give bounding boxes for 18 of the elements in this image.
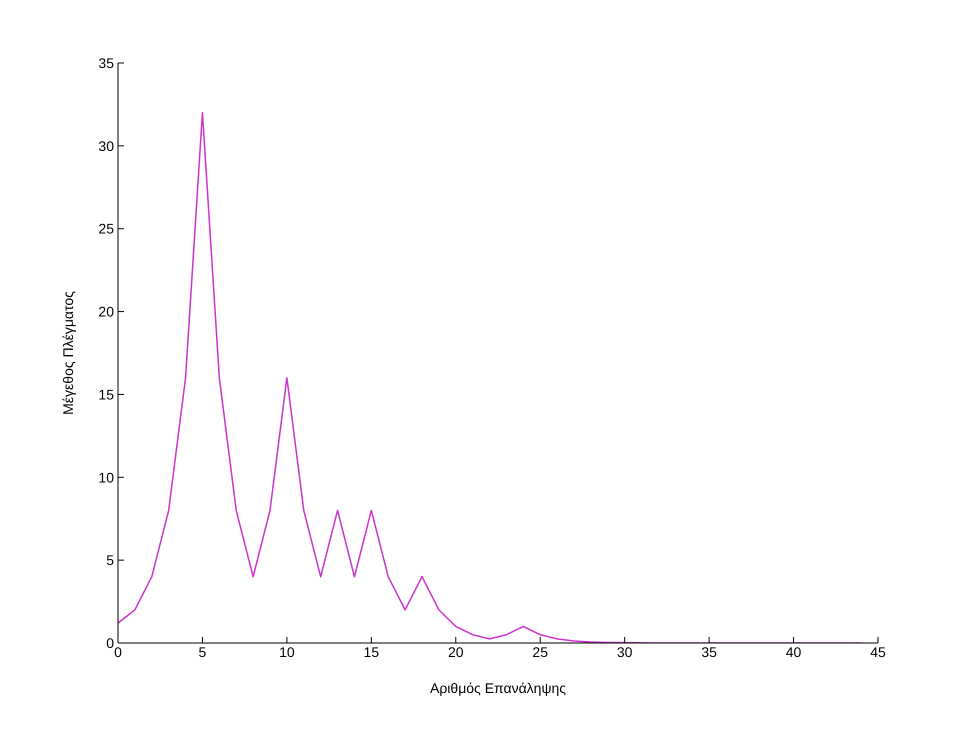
y-tick-label: 20	[98, 304, 114, 320]
y-tick-label: 25	[98, 220, 114, 237]
y-tick-label: 35	[98, 54, 114, 71]
y-tick-label: 10	[98, 469, 114, 486]
x-tick-label: 30	[616, 644, 633, 660]
y-tick-label: 30	[98, 138, 114, 154]
y-tick-label: 15	[98, 386, 114, 402]
x-tick-label: 40	[786, 644, 802, 660]
x-tick-label: 25	[532, 644, 548, 660]
x-tick-label: 35	[701, 644, 718, 660]
y-axis-title: Μέγεθος Πλέγματος	[60, 290, 76, 415]
x-tick-label: 15	[364, 644, 380, 660]
y-tick-label: 5	[106, 552, 114, 568]
x-tick-label: 10	[279, 644, 295, 660]
x-tick-label: 5	[198, 644, 207, 660]
x-axis-title: Αριθμός Επανάληψης	[430, 680, 566, 696]
x-tick-label: 20	[448, 644, 464, 660]
x-tick-label: 45	[870, 644, 886, 660]
